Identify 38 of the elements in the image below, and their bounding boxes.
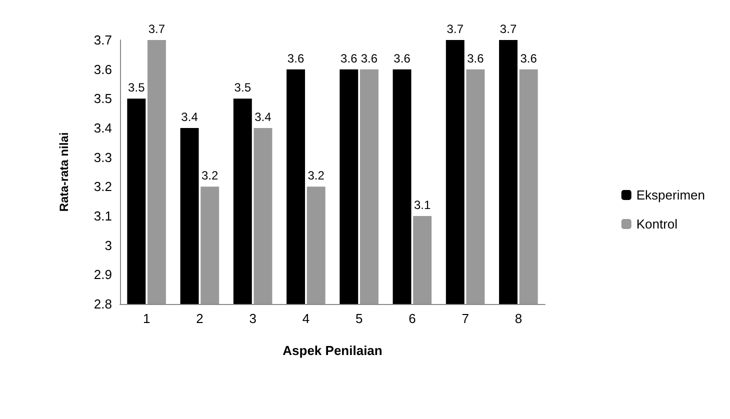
y-axis-title: Rata-rata nilai (57, 132, 71, 212)
data-label: 3.7 (500, 22, 517, 36)
y-tick-label: 3.1 (94, 208, 112, 224)
y-tick-label: 3.6 (94, 62, 112, 77)
data-label: 3.6 (394, 51, 411, 66)
data-label: 3.4 (254, 110, 272, 124)
data-label: 3.7 (446, 22, 464, 36)
y-tick-label: 3.3 (94, 150, 112, 165)
data-label: 3.2 (308, 168, 325, 183)
x-tick-label: 5 (355, 311, 363, 326)
data-label: 3.7 (148, 22, 166, 36)
data-label: 3.6 (520, 51, 538, 66)
data-label: 3.6 (287, 51, 304, 66)
y-tick-label: 2.9 (94, 267, 112, 282)
y-tick-label: 3.5 (94, 91, 112, 106)
y-tick-label: 3.2 (94, 179, 112, 194)
legend-label: Eksperimen (636, 188, 706, 202)
data-label: 3.4 (181, 110, 198, 124)
data-label: 3.1 (414, 198, 432, 212)
x-tick-label: 1 (142, 311, 150, 326)
y-tick-label: 2.8 (94, 296, 112, 312)
x-tick-label: 8 (514, 311, 522, 326)
x-tick-label: 7 (462, 311, 469, 326)
data-label: 3.6 (340, 51, 358, 66)
y-tick-label: 3.4 (94, 120, 112, 136)
x-tick-label: 2 (196, 311, 204, 326)
x-tick-label: 4 (302, 311, 310, 326)
x-tick-label: 6 (408, 311, 416, 326)
x-tick-label: 3 (249, 311, 256, 326)
y-tick-label: 3 (104, 238, 112, 253)
data-label: 3.5 (128, 80, 146, 95)
y-tick-label: 3.7 (94, 32, 112, 48)
data-label: 3.2 (202, 168, 219, 183)
x-axis-title: Aspek Penilaian (282, 343, 382, 358)
data-label: 3.6 (467, 51, 484, 66)
data-label: 3.6 (360, 51, 378, 66)
legend-label: Kontrol (636, 216, 678, 232)
data-label: 3.5 (234, 80, 252, 95)
